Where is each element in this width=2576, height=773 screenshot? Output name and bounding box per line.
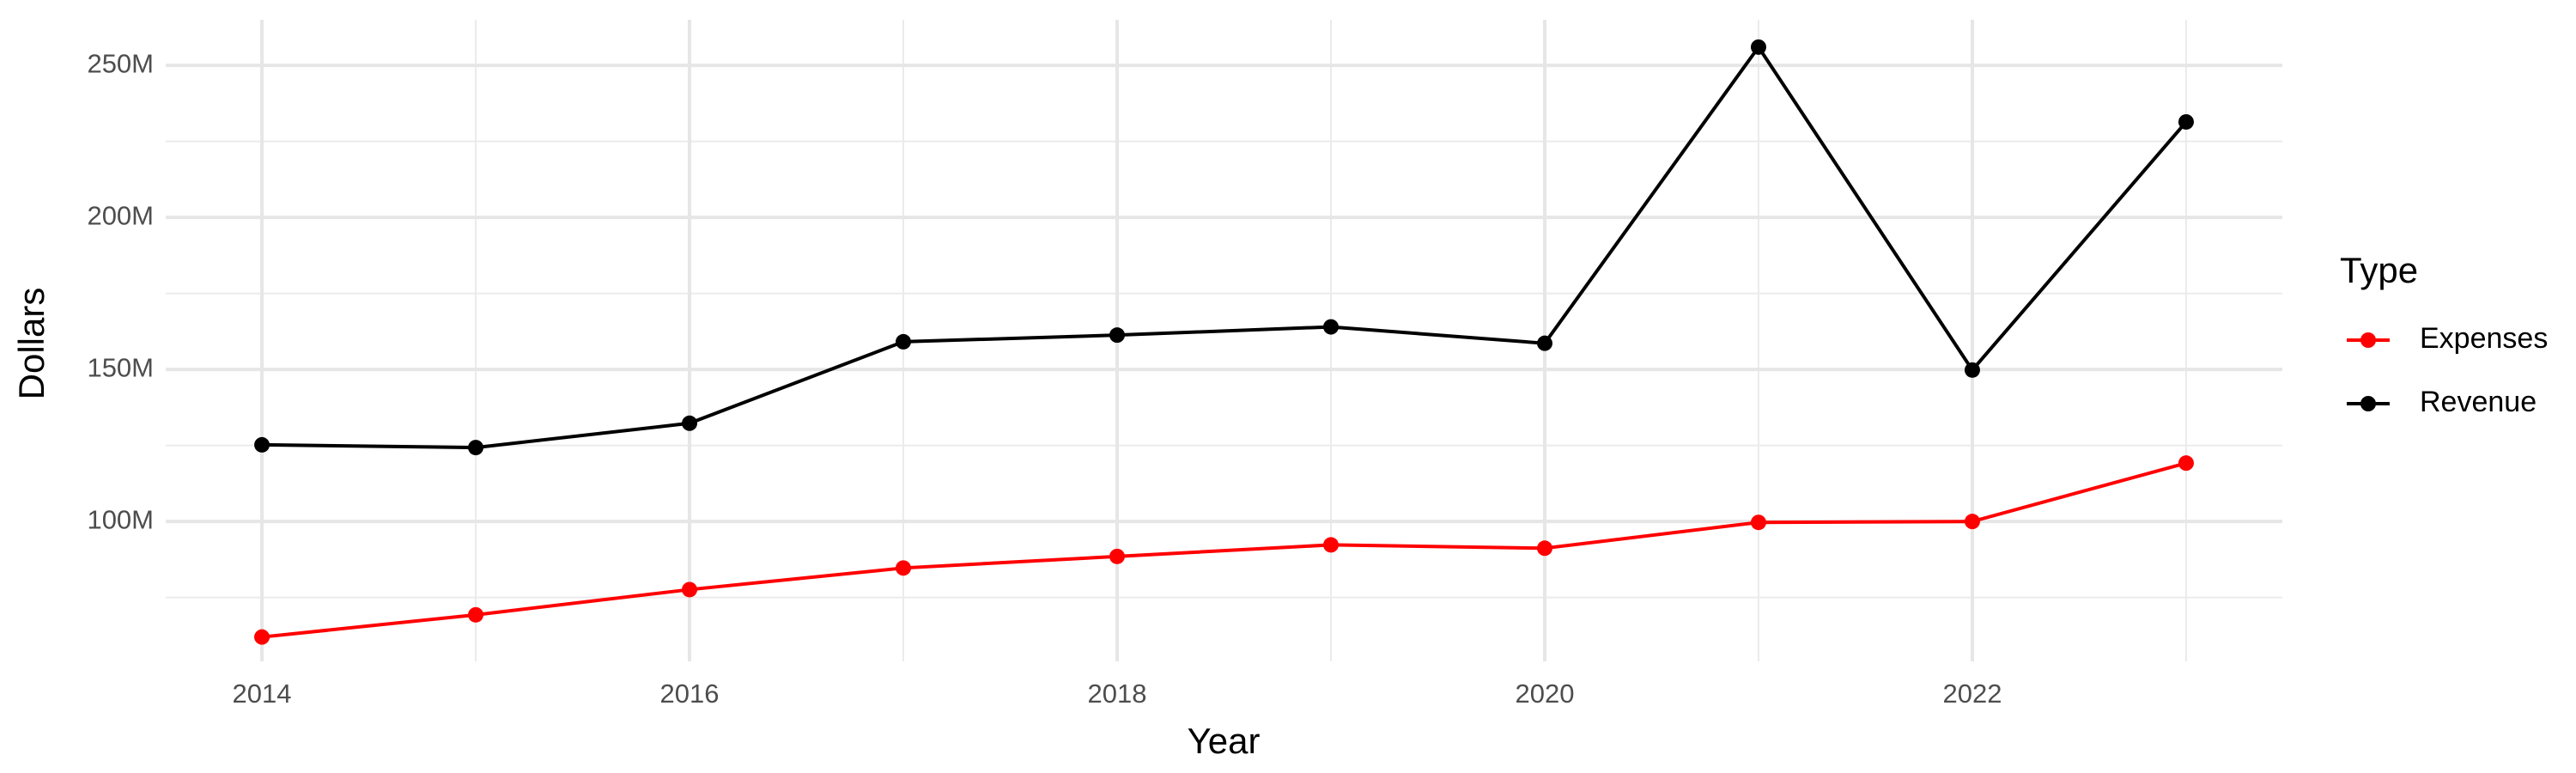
- plot-area: [254, 39, 2194, 645]
- legend: Expenses Revenue: [2347, 322, 2548, 418]
- y-tick-label: 200M: [87, 200, 154, 230]
- data-point: [1322, 537, 1339, 553]
- x-tick-label: 2018: [1088, 679, 1147, 709]
- data-point: [2178, 455, 2194, 472]
- data-point: [2178, 113, 2194, 130]
- data-point: [1750, 514, 1766, 531]
- y-tick-label: 150M: [87, 352, 154, 382]
- data-point: [682, 415, 698, 431]
- y-tick-label: 100M: [87, 504, 154, 534]
- series-line: [261, 461, 2187, 639]
- data-point: [254, 629, 270, 645]
- data-point: [468, 440, 484, 456]
- data-point: [682, 581, 698, 598]
- data-point: [1536, 335, 1552, 351]
- series-line: [262, 44, 2188, 450]
- data-point: [896, 560, 912, 576]
- y-axis-title: Dollars: [11, 288, 52, 400]
- data-point: [1109, 327, 1126, 344]
- data-point: [1109, 548, 1126, 564]
- data-point: [468, 606, 484, 623]
- grid: [166, 20, 2282, 661]
- legend-title: Type: [2340, 250, 2418, 290]
- data-point: [1322, 319, 1339, 335]
- data-point: [254, 436, 270, 453]
- x-tick-label: 2014: [233, 679, 292, 709]
- legend-label: Revenue: [2420, 386, 2537, 418]
- x-tick-label: 2020: [1516, 679, 1575, 709]
- data-point: [1750, 39, 1766, 55]
- x-tick-label: 2016: [660, 679, 720, 709]
- data-point: [1964, 362, 1980, 378]
- data-point: [1964, 514, 1980, 530]
- legend-marker: [2360, 396, 2376, 411]
- legend-label: Expenses: [2420, 322, 2548, 355]
- x-tick-label: 2022: [1942, 679, 2002, 709]
- data-point: [896, 333, 912, 350]
- data-point: [1536, 540, 1552, 557]
- y-tick-label: 250M: [87, 48, 154, 78]
- x-axis-title: Year: [1188, 721, 1261, 761]
- legend-marker: [2360, 332, 2376, 348]
